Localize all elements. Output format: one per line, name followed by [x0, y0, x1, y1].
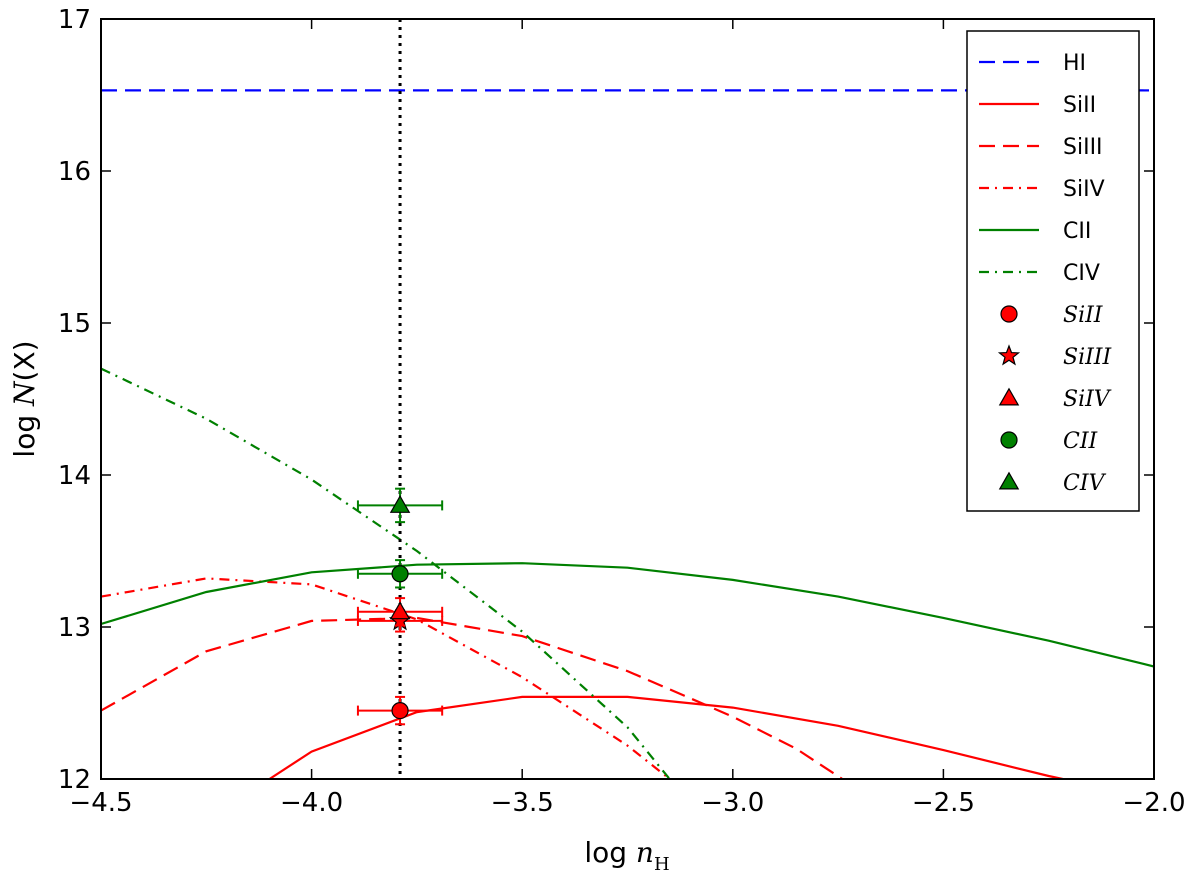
- data-point-siiv-triangle: [356, 597, 444, 627]
- x-tick-label: −2.0: [1122, 788, 1185, 818]
- legend-label: CII: [1063, 429, 1099, 454]
- legend-label: SiII: [1063, 303, 1104, 328]
- legend-label: SiIV: [1063, 387, 1112, 412]
- legend: HI SiII SiIII SiIV CII CIV SiII SiIII SiIV CII CIV: [966, 30, 1140, 512]
- data-point-cii-circle: [356, 559, 444, 589]
- legend-item-hi-line: HI: [979, 51, 1086, 76]
- legend-swatch-marker: [1000, 305, 1018, 323]
- legend-label: SiIII: [1063, 345, 1112, 370]
- legend-label: CIV: [1063, 471, 1107, 496]
- legend-label: CII: [1063, 219, 1091, 244]
- marker-circle: [391, 565, 409, 583]
- series-line-siii-solid: [268, 695, 1069, 779]
- marker-circle: [391, 701, 409, 720]
- y-axis-label: log N(X): [8, 340, 41, 457]
- marker-triangle: [389, 601, 411, 620]
- data-point-siii-circle: [356, 695, 444, 726]
- legend-label: SiIII: [1063, 135, 1103, 160]
- data-point-civ-triangle: [356, 487, 444, 524]
- legend-label: SiIV: [1063, 177, 1105, 202]
- x-tick-label: −2.5: [912, 788, 975, 818]
- legend-swatch-marker: [998, 471, 1020, 490]
- y-tick-label: 15: [58, 309, 91, 339]
- axis-ticks: −4.5 −4.0 −3.5 −3.0 −2.5 −2.0 12 13 14 15 16 17: [58, 5, 1186, 818]
- x-axis-label: log nH: [584, 836, 669, 875]
- marker-triangle: [389, 494, 411, 513]
- x-tick-label: −4.0: [280, 788, 343, 818]
- legend-label: SiII: [1063, 93, 1096, 118]
- y-tick-label: 13: [58, 613, 91, 643]
- plot-frame: [100, 18, 1155, 780]
- x-tick-label: −3.5: [491, 788, 554, 818]
- series-line-cii-solid: [101, 562, 1154, 668]
- series-line-civ-dashdot: [101, 367, 671, 779]
- data-points-layer: [356, 487, 444, 726]
- legend-swatch-marker: [998, 387, 1020, 406]
- y-tick-label: 17: [58, 5, 91, 35]
- x-tick-label: −3.0: [701, 788, 764, 818]
- legend-item-cii-line: CII: [979, 219, 1091, 244]
- legend-item-siiii-marker: SiIII: [997, 344, 1112, 370]
- y-tick-label: 16: [58, 157, 91, 187]
- legend-item-siiii-line: SiIII: [979, 135, 1103, 160]
- series-line-siiv-dashdot: [101, 577, 671, 779]
- series-line-siiii-dashed: [101, 616, 843, 779]
- legend-item-siiv-marker: SiIV: [998, 387, 1112, 412]
- x-tick-label: −4.5: [69, 788, 132, 818]
- legend-item-siii-line: SiII: [979, 93, 1096, 118]
- legend-item-civ-marker: CIV: [998, 471, 1107, 496]
- legend-item-siii-marker: SiII: [1000, 303, 1104, 328]
- y-tick-label: 14: [58, 461, 91, 491]
- legend-swatch-marker: [1000, 431, 1018, 449]
- legend-label: CIV: [1063, 261, 1100, 286]
- legend-item-siiv-line: SiIV: [979, 177, 1105, 202]
- legend-swatch-marker: [997, 344, 1021, 366]
- legend-item-cii-marker: CII: [1000, 429, 1099, 454]
- legend-item-civ-line: CIV: [979, 261, 1100, 286]
- legend-label: HI: [1063, 51, 1086, 76]
- y-tick-label: 12: [58, 765, 91, 795]
